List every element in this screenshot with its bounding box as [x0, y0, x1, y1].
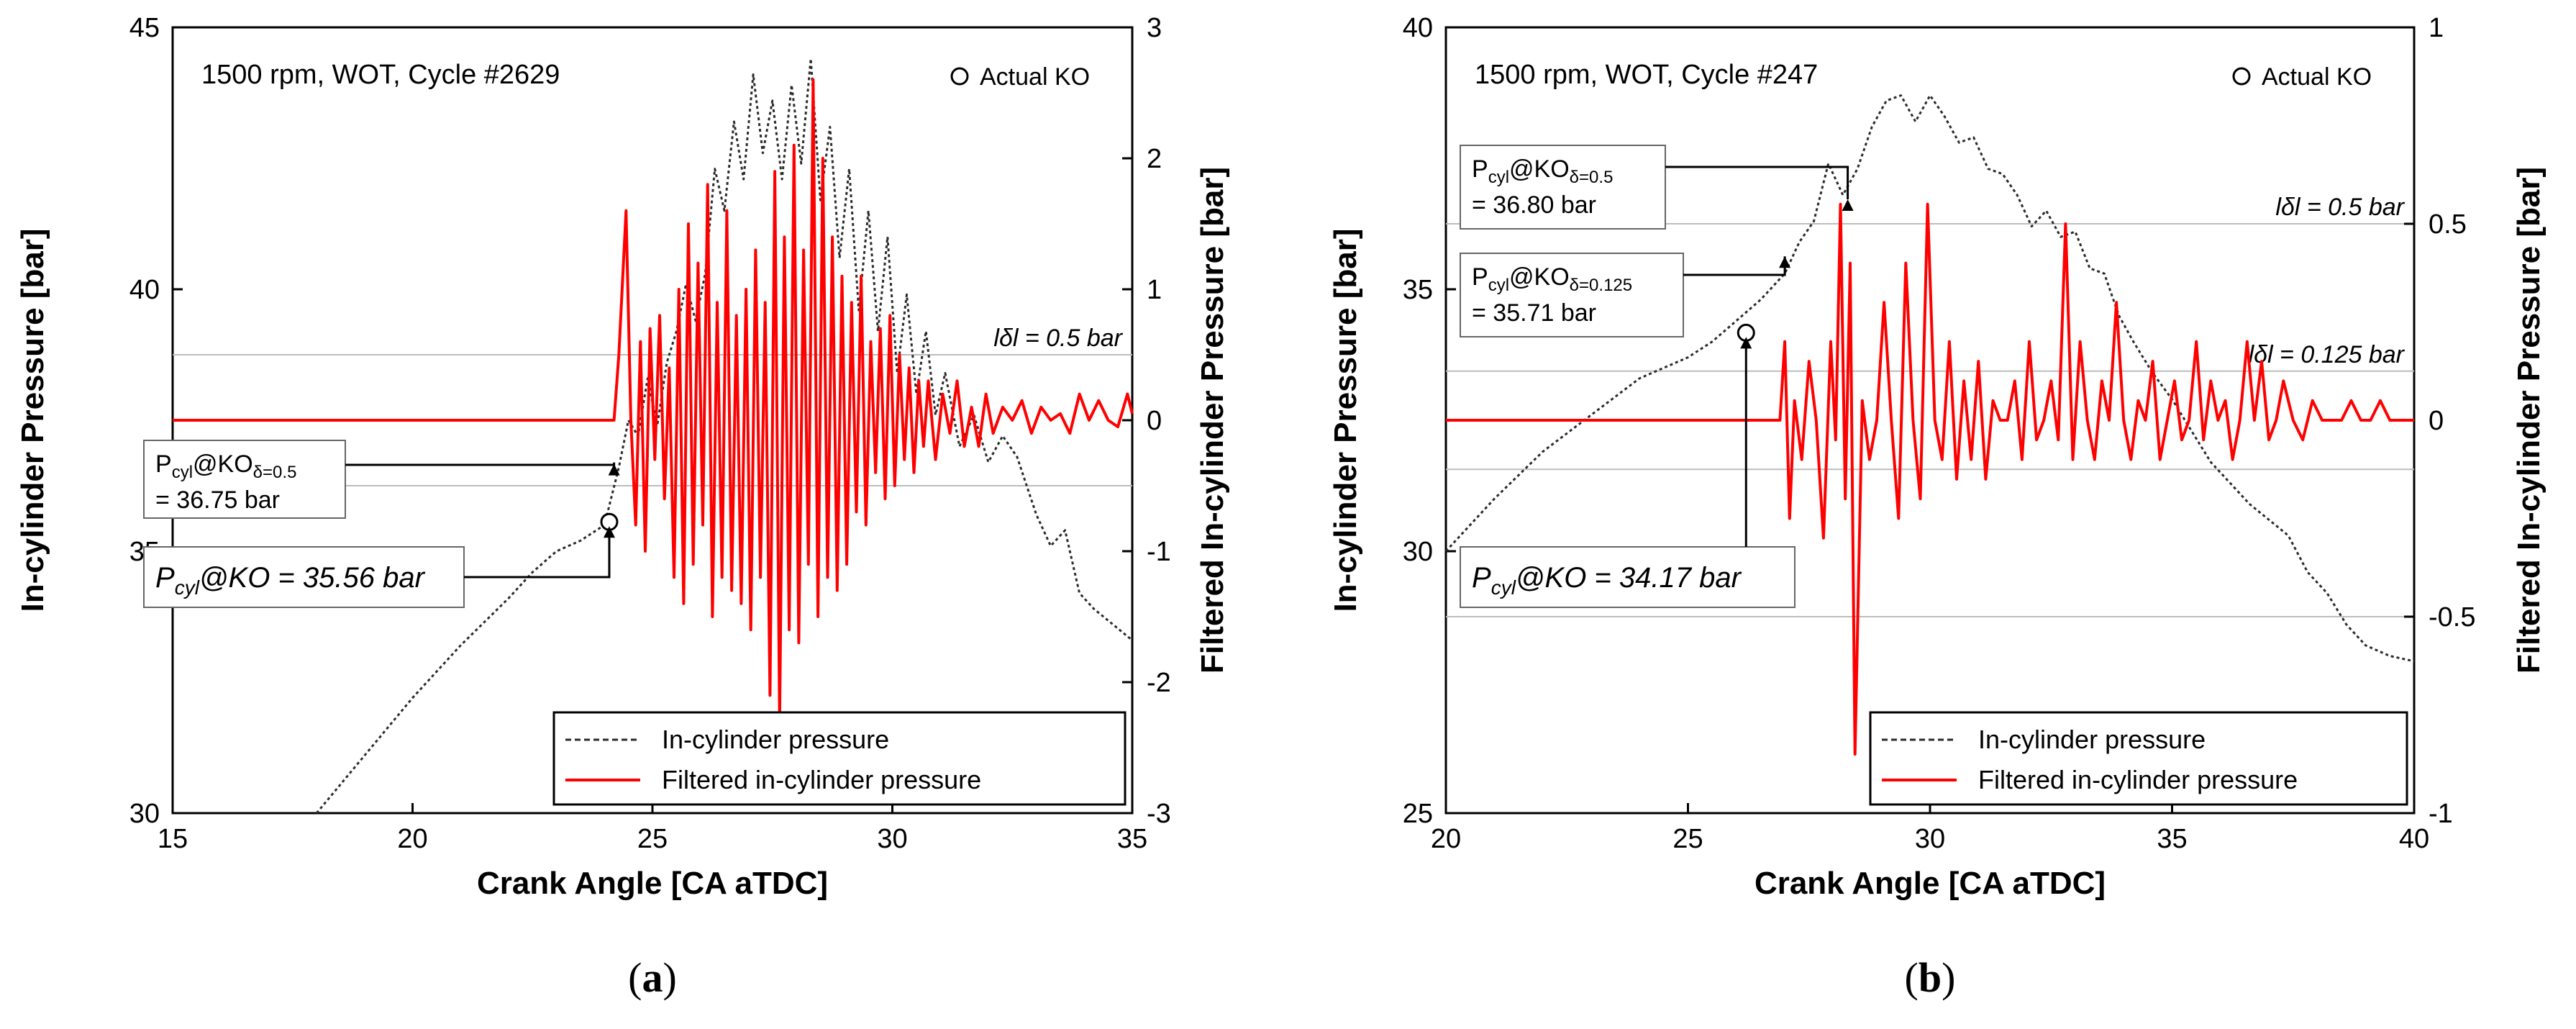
ko-annotation: Pcyl@KO = 35.56 bar — [143, 526, 615, 608]
y2-tick-label: 0 — [2429, 406, 2444, 436]
y2-axis-label: Filtered In-cylinder Pressure [bar] — [2511, 167, 2547, 674]
legend-box — [1869, 711, 2408, 806]
y2-tick-label: -2 — [1147, 668, 1171, 698]
y2-tick-label: 1 — [1147, 275, 1162, 305]
annotation-value: = 36.75 bar — [155, 486, 280, 514]
annotation-text: Pcyl@KO = 35.56 bar — [155, 562, 426, 599]
annotation-arrowhead — [608, 463, 620, 476]
threshold-label: lδl = 0.5 bar — [993, 325, 1123, 352]
cycle-label: 1500 rpm, WOT, Cycle #2629 — [201, 60, 560, 90]
annotation-box — [1460, 546, 1796, 608]
x-tick-label: 30 — [877, 824, 907, 854]
actual-ko-legend-label: Actual KO — [980, 63, 1090, 91]
ko-annotation: Pcyl@KOδ=0.5 = 36.80 bar — [1460, 145, 1854, 230]
x-tick-label: 15 — [158, 824, 188, 854]
legend-box — [552, 711, 1127, 806]
annotation-arrowhead — [1842, 199, 1854, 211]
ko-annotation: Pcyl@KOδ=0.5 = 36.75 bar — [143, 440, 620, 519]
in-cylinder-pressure-line — [315, 58, 1133, 814]
y2-tick-label: 0.5 — [2429, 209, 2467, 240]
panel-label: (a) — [628, 954, 677, 1001]
legend-label-pressure: In-cylinder pressure — [1978, 725, 2206, 754]
y-tick-label: 35 — [1403, 275, 1433, 305]
x-tick-label: 35 — [2157, 824, 2187, 854]
y-tick-label: 40 — [129, 275, 160, 305]
legend: In-cylinder pressure Filtered in-cylinder… — [1869, 711, 2408, 806]
y-tick-label: 30 — [1403, 537, 1433, 567]
y2-tick-label: -3 — [1147, 799, 1171, 829]
y2-tick-label: 1 — [2429, 13, 2444, 43]
x-axis-label: Crank Angle [CA aTDC] — [1754, 866, 2106, 901]
y2-axis-label: Filtered In-cylinder Pressure [bar] — [1195, 167, 1230, 674]
actual-ko-legend-marker — [950, 67, 969, 86]
y-axis-label: In-cylinder Pressure [bar] — [1328, 228, 1363, 612]
annotation-arrowhead — [1779, 256, 1791, 268]
annotation-text: Pcyl@KOδ=0.5 — [155, 450, 296, 482]
annotation-value: = 36.80 bar — [1472, 191, 1596, 219]
y2-tick-label: -1 — [2429, 799, 2453, 829]
y2-tick-label: -0.5 — [2429, 602, 2475, 633]
x-tick-label: 35 — [1117, 824, 1147, 854]
legend: In-cylinder pressure Filtered in-cylinder… — [552, 711, 1127, 806]
legend-label-pressure: In-cylinder pressure — [662, 725, 889, 754]
ko-annotation: Pcyl@KO = 34.17 bar — [1460, 337, 1796, 608]
y-tick-label: 45 — [129, 13, 160, 43]
filtered-pressure-line — [1446, 202, 2414, 756]
y2-tick-label: 0 — [1147, 406, 1162, 436]
annotation-box — [143, 546, 465, 608]
y2-tick-label: -1 — [1147, 537, 1171, 567]
x-tick-label: 30 — [1915, 824, 1945, 854]
annotation-arrow — [1665, 166, 1849, 199]
x-tick-label: 40 — [2399, 824, 2429, 854]
annotation-text: Pcyl@KOδ=0.125 — [1472, 263, 1632, 295]
y-tick-label: 40 — [1403, 13, 1433, 43]
annotation-arrow — [345, 462, 616, 466]
y2-tick-label: 2 — [1147, 144, 1162, 174]
chart-panel-a: lδl = 0.5 bar152025303530354045-3-2-1012… — [15, 13, 1230, 1001]
x-tick-label: 25 — [637, 824, 668, 854]
threshold-label: lδl = 0.125 bar — [2249, 341, 2406, 368]
cycle-label: 1500 rpm, WOT, Cycle #247 — [1475, 60, 1818, 90]
x-tick-label: 20 — [1431, 824, 1461, 854]
annotation-value: = 35.71 bar — [1472, 299, 1596, 327]
x-axis-label: Crank Angle [CA aTDC] — [477, 866, 828, 901]
annotation-box — [1460, 253, 1684, 337]
actual-ko-legend-marker — [2232, 67, 2251, 86]
annotation-text: Pcyl@KOδ=0.5 — [1472, 155, 1613, 187]
x-tick-label: 20 — [397, 824, 427, 854]
annotation-box — [1460, 145, 1666, 230]
filtered-pressure-line — [173, 78, 1134, 723]
annotation-arrowhead — [603, 526, 615, 538]
legend-label-filtered: Filtered in-cylinder pressure — [662, 765, 981, 794]
y2-tick-label: 3 — [1147, 13, 1162, 43]
y-tick-label: 30 — [129, 799, 160, 829]
panel-label: (b) — [1905, 954, 1956, 1001]
y-tick-label: 25 — [1403, 799, 1433, 829]
x-tick-label: 25 — [1672, 824, 1703, 854]
annotation-text: Pcyl@KO = 34.17 bar — [1472, 562, 1742, 599]
actual-ko-legend-label: Actual KO — [2262, 63, 2372, 91]
annotation-arrow — [464, 532, 611, 579]
annotation-box — [143, 440, 346, 519]
ko-annotation: Pcyl@KOδ=0.125 = 35.71 bar — [1460, 253, 1791, 337]
annotation-arrowhead — [1740, 337, 1752, 349]
y-axis-label: In-cylinder Pressure [bar] — [15, 228, 50, 612]
in-cylinder-pressure-line — [1444, 94, 2415, 663]
threshold-label: lδl = 0.5 bar — [2275, 194, 2405, 221]
legend-label-filtered: Filtered in-cylinder pressure — [1978, 765, 2298, 794]
annotation-arrow — [1683, 256, 1786, 276]
